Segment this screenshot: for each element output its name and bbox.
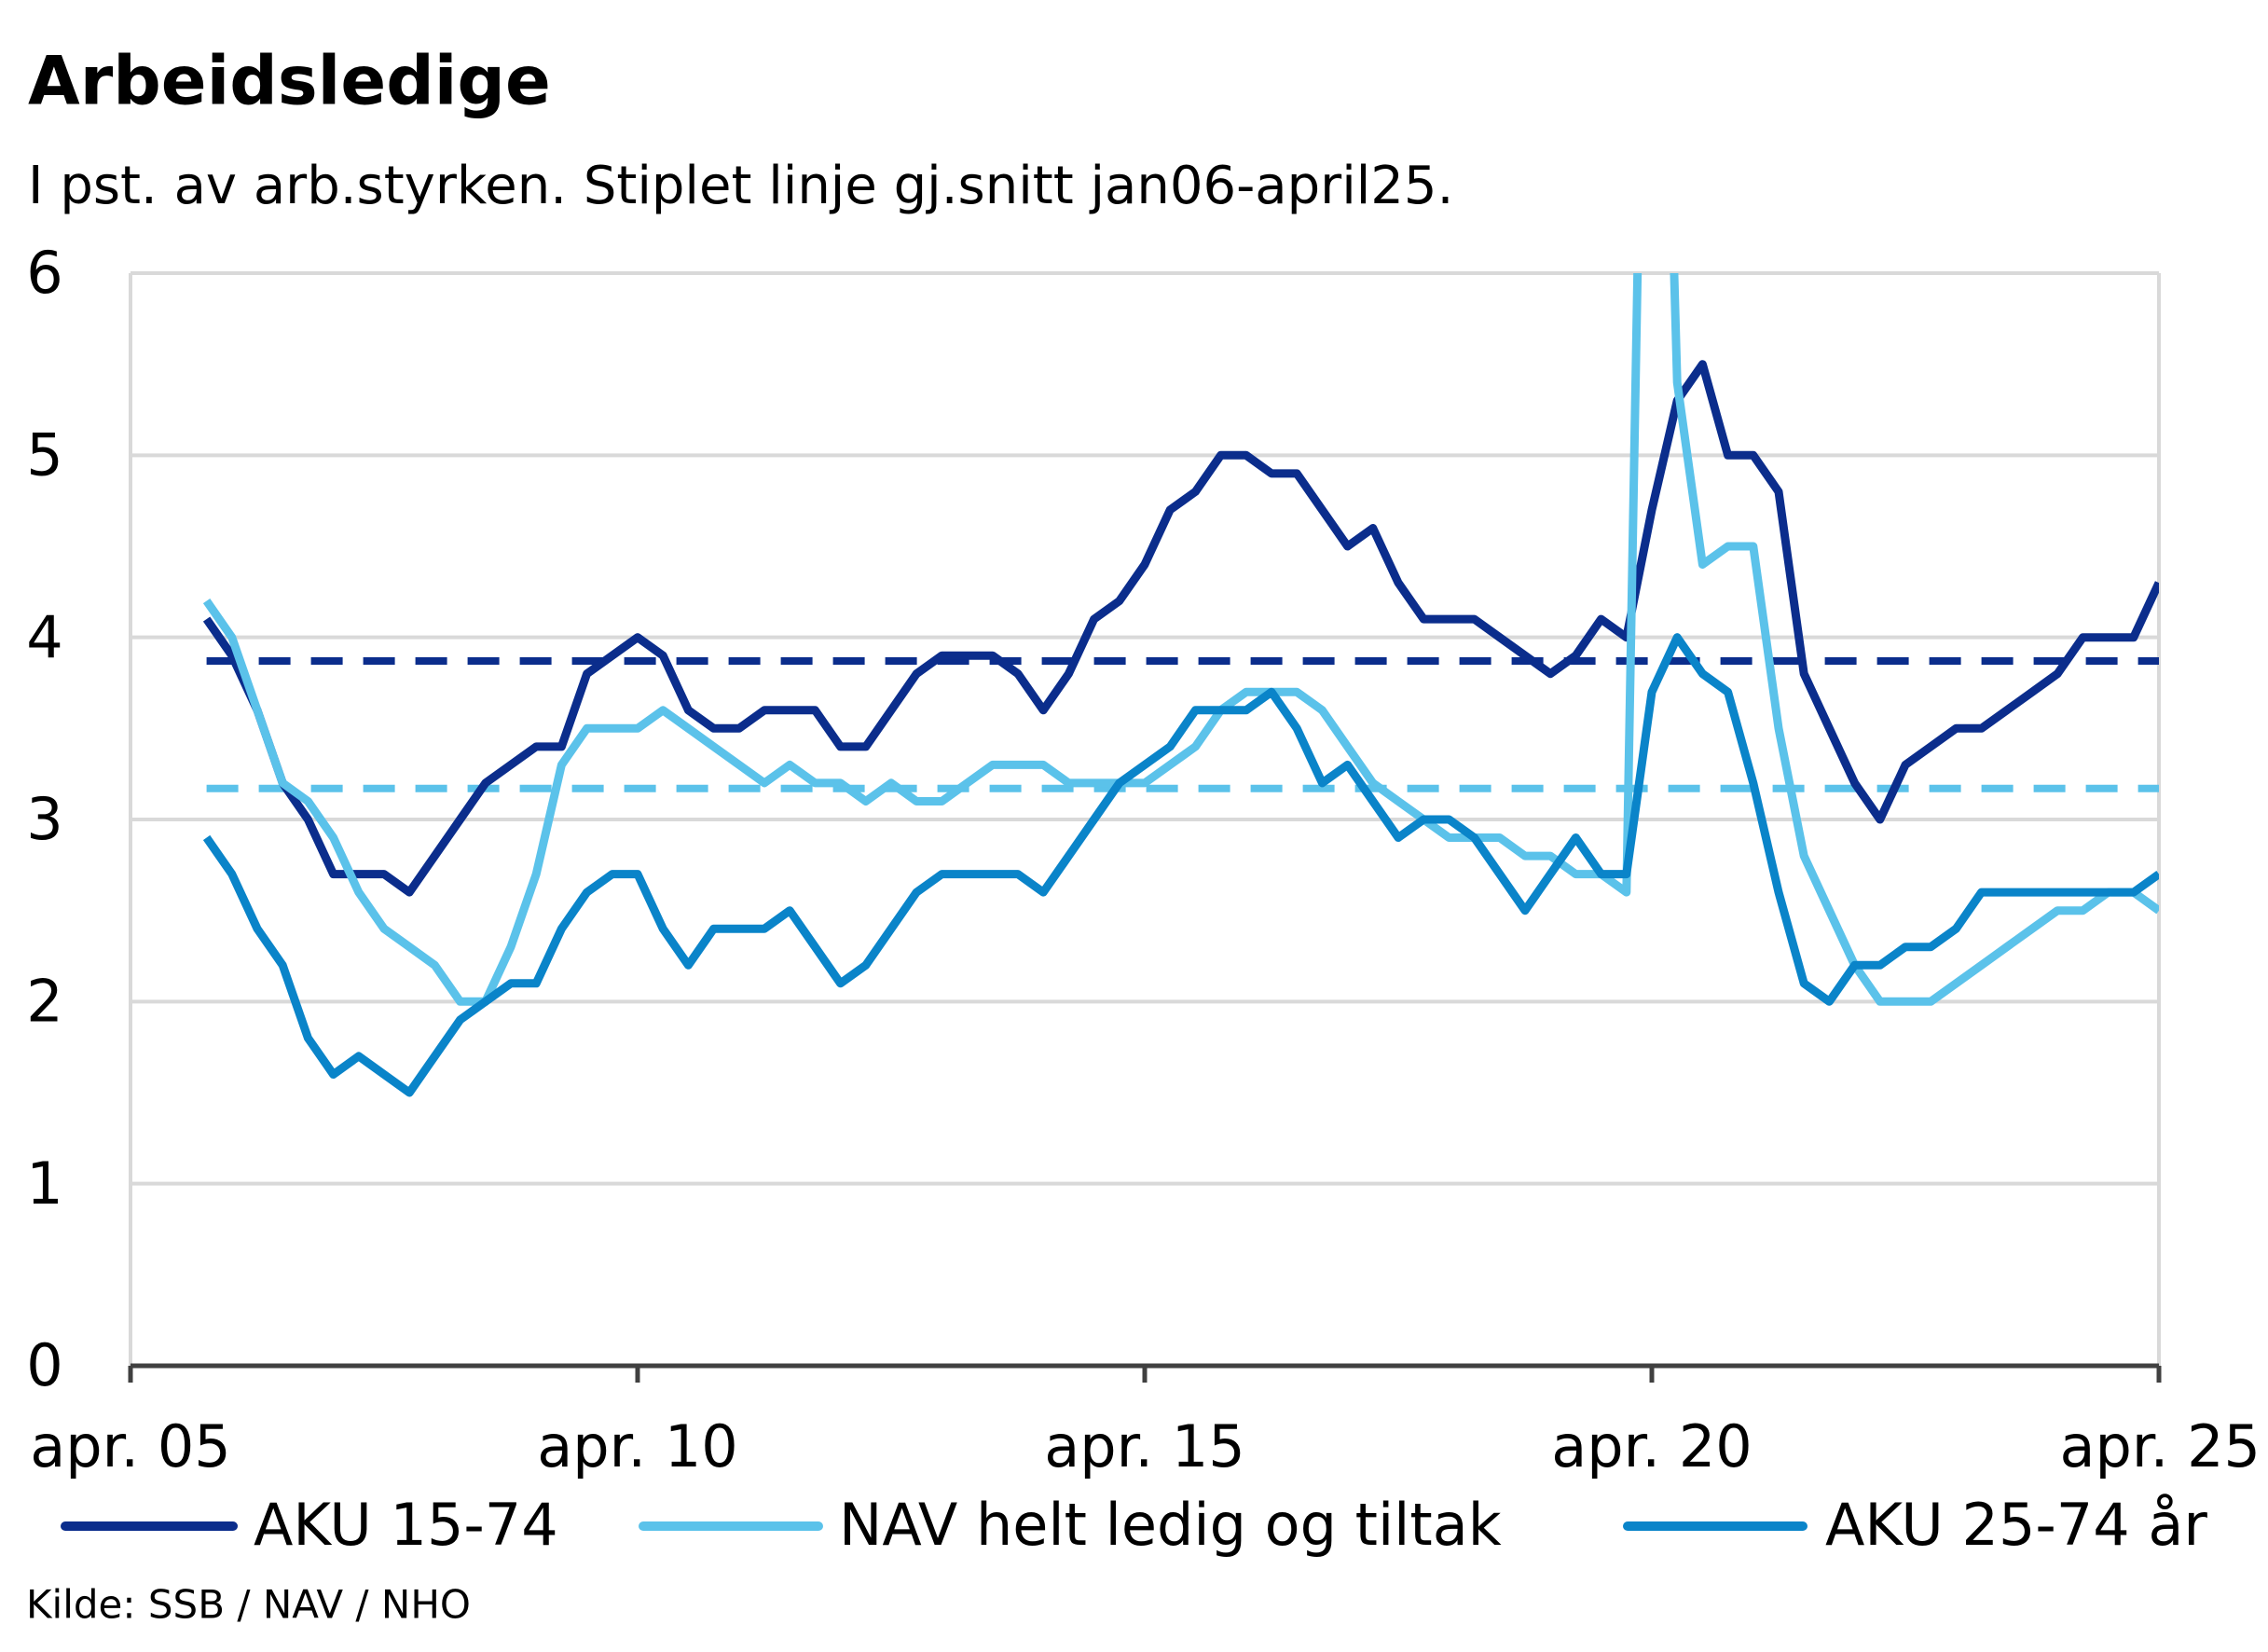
y-tick-label: 4: [26, 603, 62, 671]
series-line: [202, 273, 2159, 1006]
x-tick-label: apr. 25: [2060, 1412, 2261, 1480]
x-tick-label: apr. 05: [30, 1412, 230, 1480]
chart-subtitle: I pst. av arb.styrken. Stiplet linje gj.…: [28, 156, 1453, 216]
y-tick-label: 3: [26, 785, 62, 853]
x-tick-label: apr. 15: [1044, 1412, 1244, 1480]
y-tick-label: 5: [26, 420, 62, 489]
y-tick-label: 1: [26, 1150, 62, 1218]
chart-title: Arbeidsledige: [28, 42, 551, 120]
legend-label: AKU 15-74: [254, 1491, 558, 1559]
y-tick-label: 0: [26, 1331, 62, 1399]
source: Kilde: SSB / NAV / NHO: [26, 1582, 471, 1628]
x-tick-label: apr. 20: [1551, 1412, 1752, 1480]
legend-label: AKU 25-74 år: [1825, 1491, 2207, 1559]
series-line: [202, 360, 2159, 897]
y-tick-label: 6: [26, 239, 62, 307]
x-tick-label: apr. 10: [537, 1412, 737, 1480]
series-line: [202, 633, 2159, 1097]
legend-label: NAV helt ledig og tiltak: [839, 1491, 1502, 1559]
y-tick-label: 2: [26, 967, 62, 1035]
plot-area: [202, 273, 2159, 1097]
